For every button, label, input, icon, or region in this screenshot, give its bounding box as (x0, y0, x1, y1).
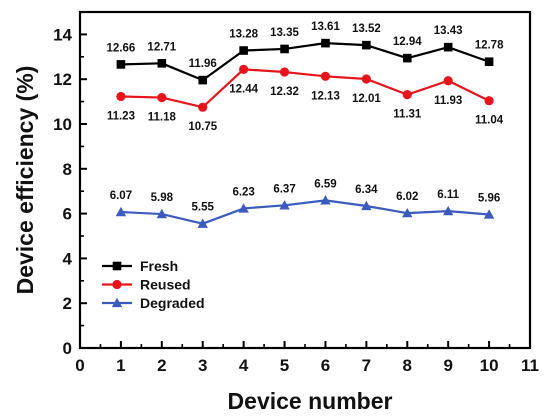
x-axis-title: Device number (228, 388, 393, 414)
data-point-reused (116, 91, 126, 102)
data-label-reused: 11.23 (107, 110, 135, 122)
y-tick-label: 8 (63, 160, 72, 179)
data-point-fresh (239, 46, 248, 55)
y-axis-ticks: 0 2 4 6 8 10 12 14 (53, 25, 87, 358)
data-point-degraded (361, 200, 372, 211)
x-tick-label: 11 (521, 356, 539, 375)
data-label-degraded: 5.55 (192, 202, 215, 214)
data-point-reused (157, 92, 167, 103)
x-tick-label: 3 (198, 356, 207, 375)
data-label-degraded: 6.37 (273, 183, 295, 195)
data-label-degraded: 6.23 (232, 186, 254, 198)
series-line-degraded (120, 199, 490, 225)
data-point-fresh (280, 44, 289, 54)
data-label-reused: 11.04 (475, 115, 504, 127)
data-label-degraded: 6.59 (314, 178, 336, 190)
x-tick-label: 2 (157, 356, 166, 375)
data-label-fresh: 12.94 (393, 36, 422, 48)
data-label-reused: 12.01 (352, 93, 381, 105)
data-label-degraded: 5.98 (151, 192, 174, 204)
data-point-reused (484, 96, 494, 106)
legend-label-fresh: Fresh (140, 258, 178, 274)
data-label-fresh: 13.61 (311, 21, 340, 33)
data-point-reused (361, 74, 371, 84)
data-point-fresh (402, 53, 412, 63)
x-tick-label: 9 (443, 356, 452, 375)
x-tick-label: 7 (362, 356, 371, 375)
data-labels: 12.66 12.71 11.96 13.28 13.35 13.61 13.52 12.94… (107, 21, 505, 214)
data-point-fresh (157, 58, 167, 68)
data-label-degraded: 5.96 (478, 192, 500, 204)
y-tick-label: 2 (63, 294, 72, 313)
data-label-reused: 12.32 (270, 86, 299, 98)
data-point-fresh (321, 38, 330, 48)
data-point-degraded (402, 207, 413, 218)
x-tick-label: 10 (480, 356, 499, 375)
y-tick-label: 4 (63, 249, 73, 268)
legend-marker-fresh (112, 261, 122, 271)
data-point-fresh (198, 75, 208, 85)
legend-label-degraded: Degraded (140, 295, 205, 311)
data-point-reused (279, 67, 290, 77)
y-axis-title: Device efficiency (%) (12, 66, 38, 295)
data-label-reused: 11.93 (434, 95, 462, 107)
data-label-degraded: 6.02 (396, 191, 418, 203)
data-point-reused (402, 90, 412, 100)
legend-label-reused: Reused (140, 277, 191, 293)
data-point-degraded (156, 208, 168, 219)
data-point-degraded (115, 206, 127, 217)
data-label-reused: 12.44 (229, 83, 258, 95)
legend-marker-degraded (111, 297, 123, 308)
x-tick-label: 8 (403, 356, 412, 375)
data-label-reused: 10.75 (188, 121, 217, 133)
x-tick-label: 5 (280, 356, 289, 375)
data-label-fresh: 13.43 (434, 25, 463, 37)
data-point-reused (320, 71, 331, 81)
data-label-reused: 11.18 (148, 112, 177, 124)
series-line-reused (120, 68, 490, 109)
series-lines (120, 42, 490, 225)
x-tick-label: 4 (239, 356, 249, 375)
data-label-fresh: 11.96 (189, 58, 217, 70)
legend-marker-reused (112, 279, 122, 290)
y-tick-label: 10 (53, 115, 72, 134)
x-axis-ticks: 0 1 2 3 4 5 6 7 8 9 10 11 (75, 341, 539, 375)
data-point-fresh (116, 60, 126, 69)
data-label-fresh: 13.35 (270, 27, 299, 39)
data-point-degraded (279, 200, 290, 210)
data-point-fresh (443, 42, 453, 52)
y-tick-label: 6 (63, 205, 72, 224)
x-tick-label: 0 (75, 356, 84, 375)
series-line-fresh (120, 42, 490, 82)
data-point-fresh (362, 40, 371, 50)
data-point-reused (198, 102, 208, 112)
data-point-degraded (442, 205, 454, 216)
x-tick-label: 6 (321, 356, 330, 375)
data-label-degraded: 6.34 (355, 184, 378, 196)
y-tick-label: 14 (53, 25, 72, 44)
data-label-reused: 11.31 (393, 109, 422, 121)
data-label-reused: 12.13 (311, 90, 340, 102)
data-point-reused (443, 76, 453, 86)
data-label-fresh: 13.28 (229, 29, 258, 41)
data-point-degraded (238, 203, 249, 213)
data-point-degraded (320, 195, 331, 205)
data-point-fresh (484, 57, 494, 67)
x-tick-label: 1 (116, 356, 125, 375)
series-markers (115, 38, 495, 228)
data-point-degraded (197, 218, 208, 228)
data-label-fresh: 12.78 (475, 40, 504, 52)
legend: Fresh Reused Degraded (102, 258, 205, 311)
data-label-fresh: 12.71 (147, 41, 176, 53)
data-point-reused (239, 64, 249, 74)
y-tick-label: 12 (53, 70, 72, 89)
y-tick-label: 0 (63, 339, 72, 358)
data-point-degraded (483, 209, 495, 219)
data-label-degraded: 6.07 (110, 190, 132, 202)
data-label-fresh: 12.66 (107, 42, 136, 54)
data-label-fresh: 13.52 (352, 23, 381, 35)
data-label-degraded: 6.11 (437, 189, 459, 201)
